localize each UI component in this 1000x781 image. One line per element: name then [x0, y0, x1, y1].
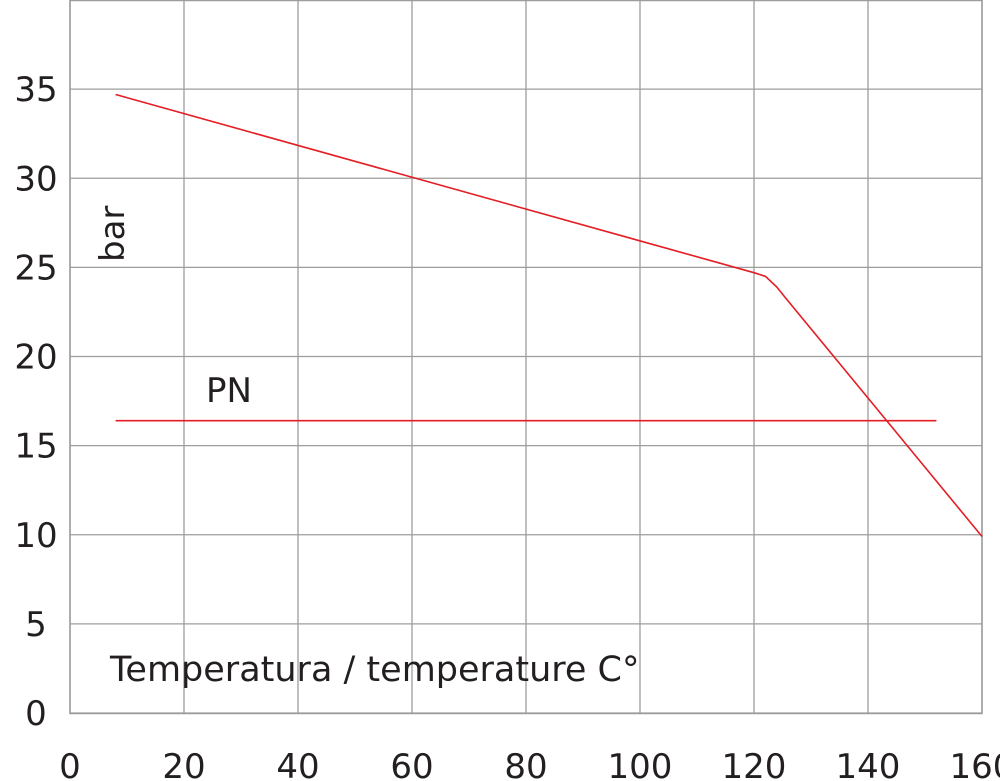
series-lines	[115, 93, 983, 538]
y-tick-label: 20	[14, 338, 57, 378]
x-tick-label: 60	[390, 747, 433, 781]
tick-labels: 0 20 40 60 80 100 120 140 160 0 5 10 15 20 25 30 35	[14, 70, 1000, 781]
x-tick-label: 0	[59, 747, 81, 781]
x-axis-label: Temperatura / temperature C°	[109, 650, 640, 690]
x-tick-label: 20	[162, 747, 205, 781]
y-tick-label: 10	[14, 516, 57, 556]
x-tick-label: 80	[504, 747, 547, 781]
y-tick-label: 25	[14, 248, 57, 288]
y-tick-label: 0	[25, 694, 47, 734]
pn-series-label: PN	[206, 371, 252, 411]
x-tick-label: 140	[836, 747, 901, 781]
x-tick-label: 160	[950, 747, 1000, 781]
y-tick-label: 15	[14, 427, 57, 467]
y-tick-label: 5	[25, 605, 47, 645]
y-tick-label: 35	[14, 70, 57, 110]
y-tick-label: 30	[14, 159, 57, 199]
x-tick-label: 120	[722, 747, 787, 781]
max-pressure-line	[115, 93, 983, 538]
x-tick-label: 100	[608, 747, 673, 781]
grid	[69, 0, 983, 715]
x-tick-label: 40	[276, 747, 319, 781]
y-axis-label: bar	[93, 206, 133, 262]
